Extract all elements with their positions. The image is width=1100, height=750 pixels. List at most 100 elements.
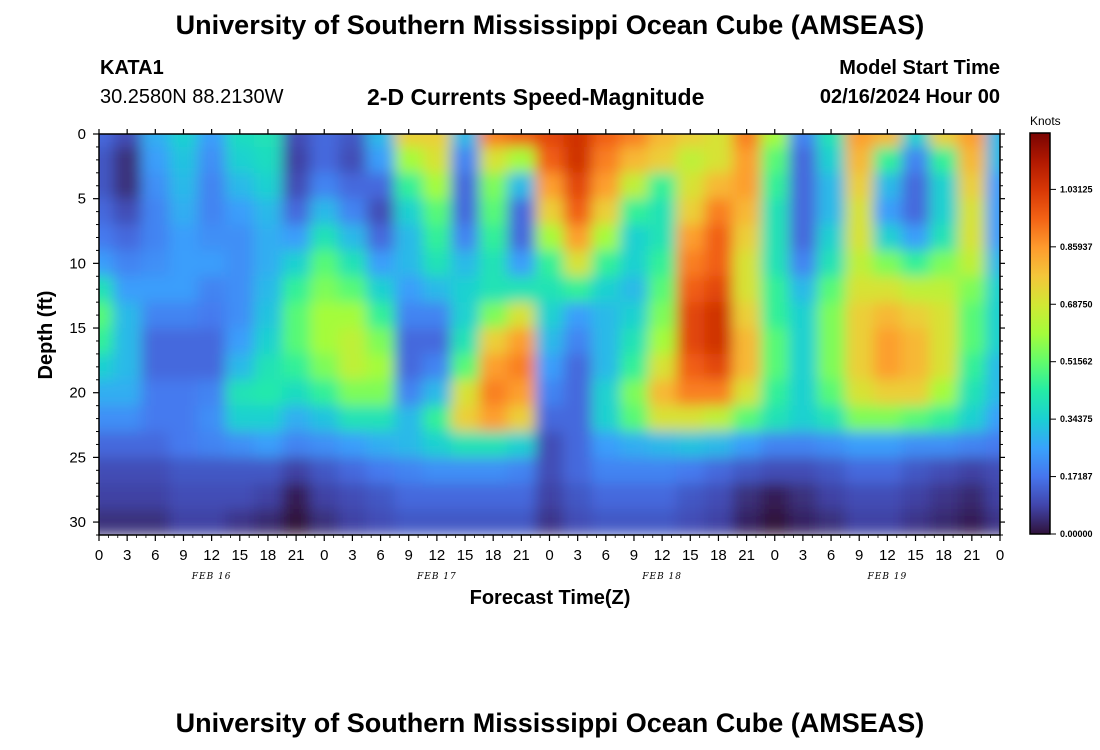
heatmap-cell	[310, 198, 339, 226]
heatmap-cell	[957, 134, 987, 148]
heatmap-cell	[507, 146, 536, 174]
heatmap-cell	[450, 328, 480, 355]
heatmap-cell	[310, 302, 339, 329]
heatmap-cell	[732, 405, 762, 433]
heatmap-cell	[957, 457, 987, 484]
heatmap-cell	[450, 483, 480, 510]
heatmap-cell	[676, 457, 705, 484]
heatmap-cell	[394, 146, 424, 174]
heatmap-cell	[591, 146, 621, 174]
x-tick-label: 0	[545, 547, 553, 564]
x-tick-label: 3	[348, 547, 356, 564]
heatmap-cell	[422, 431, 452, 458]
y-tick-label: 5	[78, 191, 86, 208]
heatmap-cell	[113, 379, 142, 407]
heatmap-cell	[535, 431, 565, 458]
heatmap-cell	[676, 379, 705, 407]
heatmap-cell	[873, 134, 902, 148]
heatmap-cell	[929, 134, 959, 148]
heatmap-cell	[648, 146, 677, 174]
heatmap-cell	[394, 353, 424, 381]
y-tick-label: 0	[78, 126, 86, 143]
heatmap-cell	[648, 198, 677, 226]
heatmap-cell	[253, 457, 283, 484]
heatmap-cell	[535, 172, 565, 200]
heatmap-cell	[113, 483, 142, 510]
heatmap-cell	[901, 134, 931, 148]
colorbar-tick-label: 0.85937	[1060, 242, 1093, 252]
heatmap-cell	[282, 198, 311, 226]
heatmap-cell	[253, 250, 283, 277]
heatmap-cell	[366, 379, 396, 407]
heatmap-cell	[366, 302, 396, 329]
heatmap-cell	[141, 172, 170, 200]
heatmap-cell	[479, 224, 508, 251]
heatmap-cell	[225, 172, 255, 200]
heatmap-cell	[338, 353, 367, 381]
heatmap-cell	[422, 276, 452, 303]
heatmap-cell	[422, 509, 452, 535]
heatmap-cell	[704, 353, 734, 381]
heatmap-cell	[704, 328, 734, 355]
chart-subtitle: 2-D Currents Speed-Magnitude	[367, 84, 705, 110]
heatmap-cell	[113, 509, 142, 535]
x-tick-label: 6	[151, 547, 159, 564]
heatmap-cell	[99, 276, 114, 303]
heatmap-cell	[873, 379, 902, 407]
heatmap-cell	[310, 457, 339, 484]
heatmap-cell	[507, 198, 536, 226]
heatmap-cell	[197, 405, 227, 433]
x-tick-label: 15	[231, 547, 248, 564]
heatmap-cell	[338, 146, 367, 174]
heatmap-cell	[366, 172, 396, 200]
heatmap-cell	[704, 379, 734, 407]
heatmap-cell	[591, 198, 621, 226]
heatmap-cell	[197, 509, 227, 535]
heatmap-cell	[563, 483, 593, 510]
heatmap-cell	[845, 250, 874, 277]
heatmap-cell	[310, 483, 339, 510]
heatmap-cell	[957, 405, 987, 433]
heatmap-cell	[450, 134, 480, 148]
heatmap-cell	[704, 172, 734, 200]
heatmap-cell	[366, 483, 396, 510]
heatmap-cell	[901, 328, 931, 355]
heatmap-cell	[845, 431, 874, 458]
heatmap-cell	[141, 431, 170, 458]
heatmap-cell	[816, 302, 846, 329]
heatmap-cell	[704, 302, 734, 329]
heatmap-cell	[253, 328, 283, 355]
heatmap-cell	[535, 134, 565, 148]
heatmap-cell	[225, 509, 255, 535]
heatmap-cell	[619, 483, 649, 510]
heatmap-cell	[225, 224, 255, 251]
heatmap-cell	[535, 405, 565, 433]
heatmap-cell	[816, 134, 846, 148]
heatmap-cell	[141, 509, 170, 535]
heatmap-cell	[338, 276, 367, 303]
heatmap-cell	[507, 224, 536, 251]
heatmap-cell	[422, 172, 452, 200]
heatmap-cell	[141, 250, 170, 277]
heatmap-cell	[619, 224, 649, 251]
heatmap-cell	[985, 224, 1000, 251]
heatmap-cell	[732, 379, 762, 407]
heatmap-cell	[929, 353, 959, 381]
heatmap-cell	[507, 276, 536, 303]
heatmap-cell	[816, 353, 846, 381]
heatmap-cell	[507, 353, 536, 381]
heatmap-cell	[113, 250, 142, 277]
heatmap-cell	[338, 250, 367, 277]
heatmap-cell	[788, 302, 818, 329]
heatmap-cell	[676, 250, 705, 277]
heatmap-cell	[310, 134, 339, 148]
heatmap-cell	[929, 405, 959, 433]
heatmap-cell	[704, 146, 734, 174]
heatmap-cell	[450, 146, 480, 174]
heatmap-cell	[141, 379, 170, 407]
heatmap-cell	[197, 134, 227, 148]
heatmap-cell	[901, 509, 931, 535]
x-tick-label: 3	[799, 547, 807, 564]
heatmap-cell	[197, 457, 227, 484]
page-title: University of Southern Mississippi Ocean…	[175, 10, 925, 40]
